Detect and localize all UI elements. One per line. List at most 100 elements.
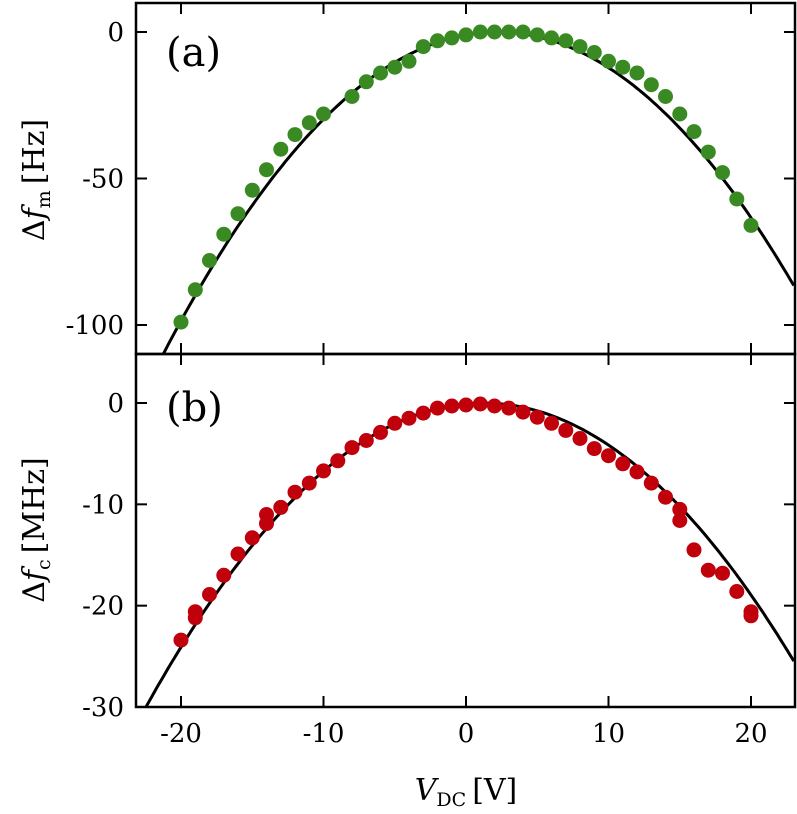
panel-a-data-point bbox=[586, 45, 602, 60]
panel-a-data-point bbox=[501, 24, 517, 40]
panel-b-data-point bbox=[202, 587, 217, 602]
panel-a-data-point bbox=[259, 162, 274, 178]
panel-a-data-point bbox=[715, 165, 730, 181]
panel-a-data-point bbox=[401, 53, 417, 69]
panel-a-frame bbox=[134, 1, 797, 356]
panel-b-data-point bbox=[330, 453, 346, 469]
panel-b-frame bbox=[134, 352, 797, 709]
panel-a-data-point bbox=[373, 65, 388, 81]
panel-b-data-point bbox=[572, 431, 588, 446]
panel-a-data-point bbox=[487, 24, 502, 40]
panel-a-data-point bbox=[187, 282, 203, 298]
panel-b-data-point bbox=[173, 632, 189, 648]
panel-b-data-point bbox=[643, 475, 659, 491]
panel-a-ylabel: Δfm[Hz] bbox=[17, 119, 55, 241]
panel-b-data-point bbox=[586, 441, 602, 457]
panel-b-ylabel: Δfc[MHz] bbox=[17, 457, 55, 603]
panel-b-data-point bbox=[458, 397, 474, 413]
panel-b-data-point bbox=[430, 400, 445, 416]
panel-a-data-point bbox=[743, 217, 759, 233]
panel-b-data-point bbox=[544, 415, 559, 431]
panel-b-data-point bbox=[629, 464, 645, 480]
panel-b-data-point bbox=[472, 396, 488, 412]
y-tick-label: -20 bbox=[82, 592, 124, 622]
panel-a-points bbox=[173, 24, 759, 330]
panel-b-data-point bbox=[715, 565, 730, 581]
panel-a-data-point bbox=[444, 30, 460, 46]
panel-b-data-point bbox=[373, 424, 388, 440]
panel-a-data-point bbox=[615, 59, 631, 75]
panel-b-fit-curve bbox=[144, 401, 795, 707]
panel-b: 0 -10 -20 -30 -20 -10 0 10 20 (b) Δfc[MHz] VDC [V… bbox=[17, 352, 797, 811]
panel-a-data-point bbox=[515, 24, 531, 40]
panel-a-data-point bbox=[601, 53, 616, 69]
panel-a-data-point bbox=[686, 124, 702, 140]
panel-b-data-point bbox=[672, 501, 688, 517]
panel-a-data-point bbox=[358, 74, 374, 90]
panel-a-data-point bbox=[287, 127, 303, 143]
panel-b-data-point bbox=[700, 562, 716, 578]
panel-a-data-point bbox=[244, 182, 260, 198]
panel-b-data-point bbox=[444, 398, 460, 414]
panel-a-data-point bbox=[316, 106, 331, 122]
panel-a-data-point bbox=[544, 30, 559, 46]
x-axis-label: VDC [V] bbox=[415, 773, 518, 811]
panel-a-data-point bbox=[344, 89, 360, 104]
panel-a-data-point bbox=[558, 33, 574, 49]
panel-a-data-point bbox=[230, 206, 246, 222]
x-tick-label: 20 bbox=[734, 719, 767, 749]
panel-a-data-point bbox=[273, 141, 289, 157]
panel-b-data-point bbox=[216, 567, 232, 583]
panel-b-data-point bbox=[615, 456, 631, 472]
panel-a-data-point bbox=[430, 33, 445, 49]
panel-a: 0 -50 -100 (a) Δfm[Hz] bbox=[17, 1, 797, 356]
panel-b-data-point bbox=[259, 507, 274, 522]
panel-b-data-point bbox=[558, 422, 574, 438]
panel-a-data-point bbox=[472, 24, 488, 40]
panel-b-data-point bbox=[686, 542, 702, 558]
panel-b-data-point bbox=[501, 400, 517, 416]
panel-a-data-point bbox=[202, 253, 217, 268]
y-tick-label: -100 bbox=[66, 311, 124, 341]
panel-a-data-point bbox=[173, 314, 189, 330]
panel-b-data-point bbox=[287, 484, 303, 500]
x-tick-label: -20 bbox=[160, 719, 202, 749]
panel-b-data-point bbox=[487, 398, 502, 414]
x-tick-label: 10 bbox=[592, 719, 625, 749]
panel-b-data-point bbox=[301, 475, 317, 491]
panel-b-data-point bbox=[658, 489, 673, 505]
x-tick-label: 0 bbox=[458, 719, 475, 749]
panel-b-data-point bbox=[729, 584, 745, 599]
panel-b-data-point bbox=[515, 404, 531, 420]
y-tick-label: -10 bbox=[82, 490, 124, 520]
panel-b-data-point bbox=[344, 440, 360, 456]
panel-a-data-point bbox=[301, 115, 317, 131]
panel-a-data-point bbox=[658, 89, 673, 104]
panel-a-data-point bbox=[216, 226, 232, 242]
x-tick-label: -10 bbox=[303, 719, 345, 749]
y-tick-label: -30 bbox=[82, 693, 124, 723]
panel-b-data-point bbox=[387, 415, 403, 431]
panel-a-data-point bbox=[387, 59, 403, 75]
panel-a-data-point bbox=[572, 39, 588, 55]
y-tick-label: 0 bbox=[107, 389, 124, 419]
y-tick-label: 0 bbox=[107, 18, 124, 48]
panel-b-data-point bbox=[672, 513, 688, 528]
panel-b-data-point bbox=[529, 409, 545, 425]
panel-b-data-point bbox=[230, 546, 246, 562]
panel-b-data-point bbox=[316, 463, 331, 479]
panel-b-data-point bbox=[743, 608, 759, 624]
panel-a-label: (a) bbox=[166, 30, 221, 76]
panel-a-data-point bbox=[700, 144, 716, 160]
panel-a-data-point bbox=[415, 39, 431, 55]
panel-b-data-point bbox=[273, 499, 289, 515]
panel-b-label: (b) bbox=[166, 385, 223, 431]
panel-a-data-point bbox=[729, 191, 745, 207]
panel-a-data-point bbox=[529, 27, 545, 43]
panel-b-data-point bbox=[401, 410, 417, 426]
panel-a-data-point bbox=[629, 65, 645, 81]
panel-b-data-point bbox=[358, 433, 374, 448]
panel-b-data-point bbox=[187, 604, 203, 620]
panel-b-data-point bbox=[415, 405, 431, 421]
